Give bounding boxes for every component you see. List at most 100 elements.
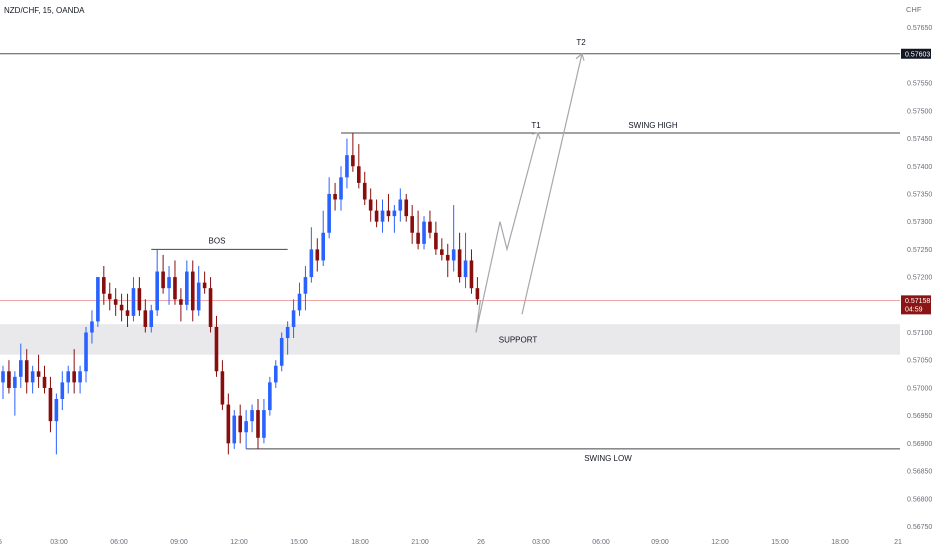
candle-body — [268, 382, 272, 411]
x-tick-label: 21 — [894, 539, 902, 546]
candle-body — [143, 310, 148, 327]
x-tick-label: 09:00 — [170, 539, 188, 546]
y-tick-label: 0.56850 — [907, 469, 932, 476]
candle-body — [102, 277, 106, 294]
candle-body — [244, 421, 248, 433]
y-tick-label: 0.56950 — [907, 413, 932, 420]
candle-body — [149, 310, 154, 327]
x-tick-label: 18:00 — [831, 539, 849, 546]
candle-body — [196, 282, 201, 311]
candle-body — [422, 221, 426, 244]
candle-body — [66, 371, 71, 383]
candle-body — [262, 410, 266, 438]
arrowhead-t2 — [575, 52, 585, 61]
x-tick-label: 03:00 — [50, 539, 68, 546]
candle-body — [179, 299, 183, 305]
x-tick-label: 06:00 — [592, 539, 610, 546]
candle-body — [185, 271, 189, 305]
candle-body — [167, 277, 171, 289]
candle-body — [42, 376, 47, 388]
candle-body — [60, 382, 65, 399]
y-tick-label: 0.57550 — [907, 81, 932, 88]
x-tick-label: 18:00 — [351, 539, 369, 546]
y-tick-label: 0.57400 — [907, 164, 932, 171]
support-zone — [0, 324, 900, 355]
candle-body — [374, 210, 379, 222]
candle-body — [345, 155, 349, 178]
candle-body — [279, 338, 284, 366]
currency-label: CHF — [906, 5, 922, 14]
candle-body — [256, 410, 260, 438]
x-tick-label: 03:00 — [532, 539, 550, 546]
x-tick-label: 06:00 — [110, 539, 128, 546]
candle-body — [190, 271, 195, 311]
t2-label: T2 — [576, 38, 586, 47]
y-tick-label: 0.57300 — [907, 219, 932, 226]
candle-body — [339, 177, 343, 200]
candle-body — [321, 232, 326, 261]
candle-body — [362, 182, 367, 200]
y-tick-label: 0.57350 — [907, 191, 932, 198]
candle-body — [273, 365, 278, 383]
candle-body — [333, 193, 337, 200]
candle-body — [463, 260, 468, 278]
candle-body — [351, 155, 355, 167]
candle-body — [368, 199, 373, 211]
candle-body — [297, 293, 302, 311]
symbol-title: NZD/CHF, 15, OANDA — [4, 6, 85, 15]
x-tick-label: 15:00 — [290, 539, 308, 546]
candle-body — [208, 288, 213, 327]
candle-body — [250, 410, 254, 422]
candle-body — [155, 271, 159, 311]
candle-body — [285, 326, 290, 339]
candle-body — [131, 288, 136, 316]
swing-high-label: SWING HIGH — [628, 121, 678, 130]
candle-body — [36, 371, 41, 377]
candle-body — [226, 404, 231, 444]
candle-body — [392, 210, 397, 217]
candle-body — [357, 166, 361, 183]
candle-body — [113, 299, 118, 305]
candle-body — [440, 249, 444, 255]
candle-body — [457, 249, 462, 278]
candle-body — [173, 277, 177, 300]
x-tick-label: 26 — [477, 539, 485, 546]
candle-body — [291, 310, 296, 327]
candle-body — [84, 332, 88, 372]
y-tick-label: 0.57500 — [907, 108, 932, 115]
y-tick-label: 0.56800 — [907, 496, 932, 503]
x-tick-label: 15:00 — [771, 539, 789, 546]
y-tick-label: 0.57450 — [907, 136, 932, 143]
candle-body — [7, 371, 11, 388]
candle-body — [451, 249, 456, 261]
y-tick-label: 0.56900 — [907, 441, 932, 448]
candle-body — [386, 210, 391, 217]
candle-body — [416, 232, 420, 244]
candle-body — [1, 371, 5, 383]
support-label: SUPPORT — [499, 336, 538, 345]
candle-body — [13, 376, 17, 388]
candle-body — [238, 415, 242, 433]
candle-body — [214, 326, 219, 372]
candle-body — [96, 277, 100, 322]
projection-path-t2 — [521, 53, 583, 315]
candle-body — [303, 277, 308, 294]
candle-body — [119, 304, 124, 311]
candle-body — [445, 254, 450, 261]
candle-body — [327, 193, 331, 233]
candle-body — [24, 360, 29, 383]
x-tick-label: 12:00 — [230, 539, 248, 546]
x-tick-label: 09:00 — [651, 539, 669, 546]
candle-body — [161, 271, 165, 289]
candle-body — [398, 199, 403, 211]
candle-body — [404, 199, 409, 217]
candle-body — [309, 249, 314, 278]
target-price-badge — [901, 48, 931, 59]
candle-body — [434, 232, 438, 250]
y-tick-label: 0.56750 — [907, 524, 932, 531]
target-price-badge-text: 0.57603 — [905, 51, 930, 58]
candle-body — [107, 293, 112, 300]
x-tick-label: 21:00 — [411, 539, 429, 546]
